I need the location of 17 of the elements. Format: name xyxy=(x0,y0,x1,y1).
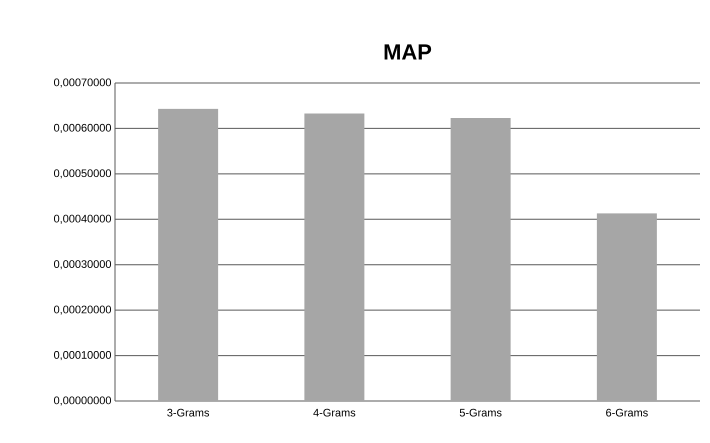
chart-title: MAP xyxy=(384,44,432,60)
x-tick-label: 5-Grams xyxy=(460,408,502,417)
bar xyxy=(450,118,511,401)
y-tick-label: 0,00050000 xyxy=(54,169,112,178)
y-tick-label: 0,00040000 xyxy=(54,214,112,224)
bar xyxy=(158,108,218,401)
y-tick-label: 0,00010000 xyxy=(54,351,112,360)
x-tick-label: 6-Grams xyxy=(606,408,648,417)
x-tick-label: 3-Grams xyxy=(167,408,210,417)
y-tick-label: 0,00070000 xyxy=(54,78,112,88)
y-tick-label: 0,00030000 xyxy=(54,260,112,270)
bar xyxy=(596,213,657,401)
y-tick-label: 0,00000000 xyxy=(54,396,112,406)
x-tick-label: 4-Grams xyxy=(313,408,356,417)
y-tick-label: 0,00060000 xyxy=(54,124,112,133)
y-tick-label: 0,00020000 xyxy=(54,306,112,315)
bar xyxy=(304,113,364,401)
